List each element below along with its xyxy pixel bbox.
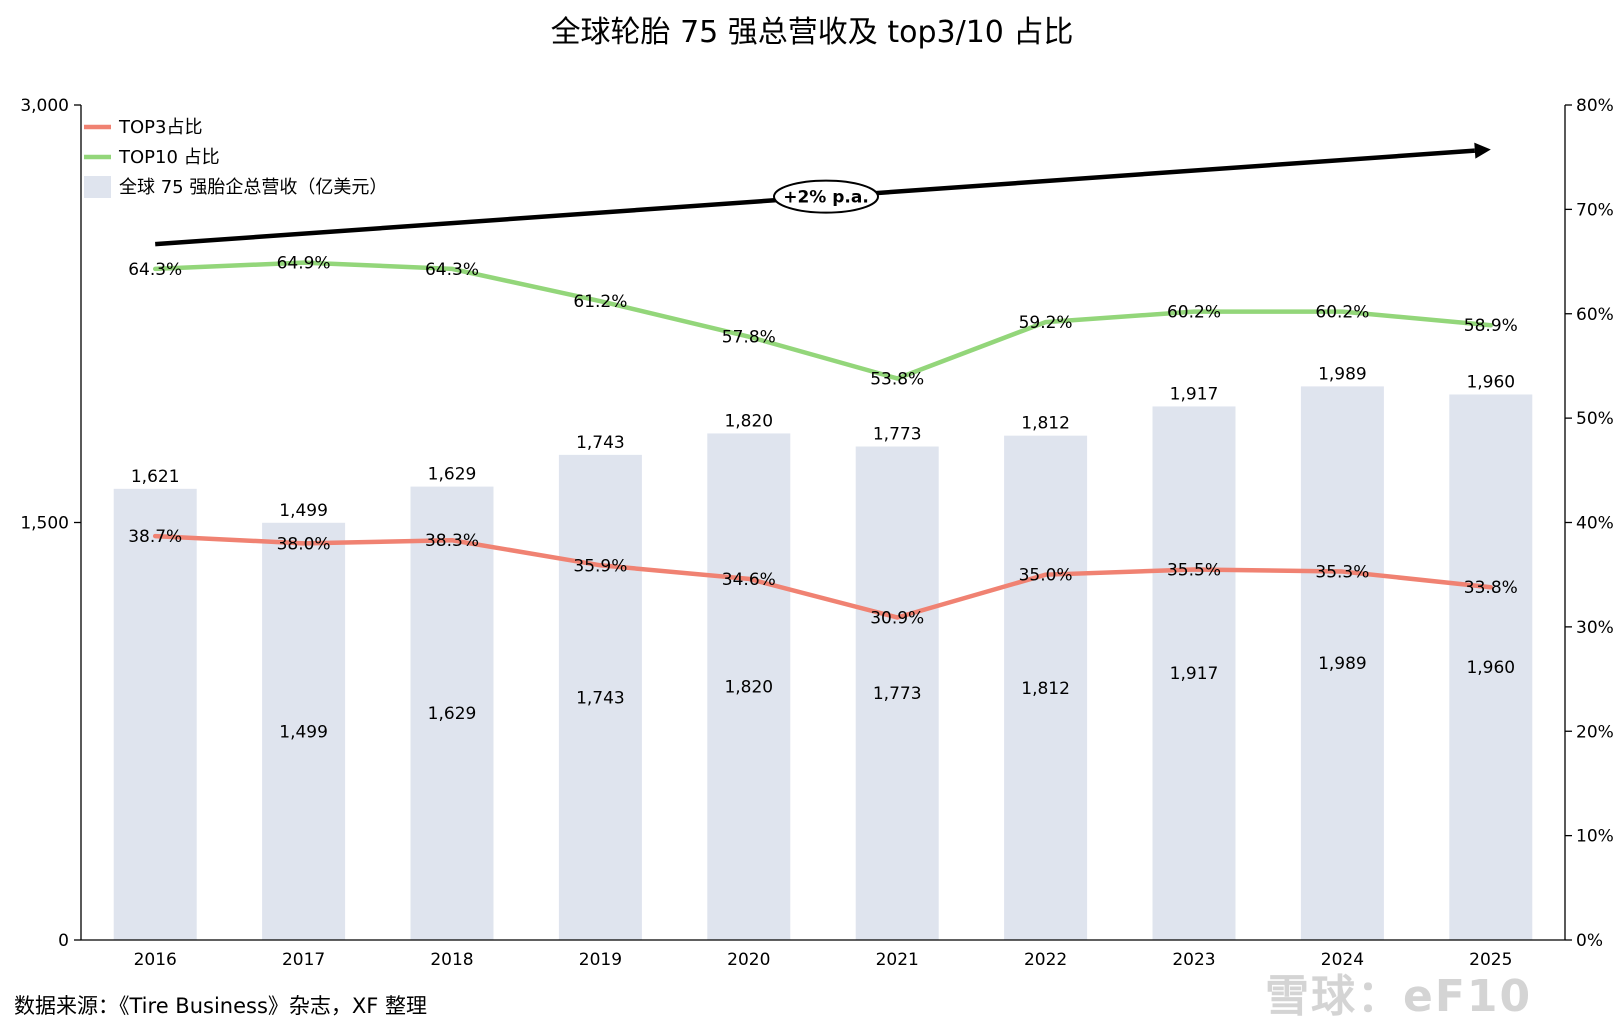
top3-share-label: 33.8%	[1464, 578, 1518, 598]
revenue-bar-inner-label: 1,629	[428, 704, 477, 724]
revenue-bar-label: 1,743	[576, 433, 625, 453]
right-tick-label: 70%	[1576, 200, 1614, 220]
revenue-bar-2017	[262, 522, 346, 940]
top3-share-label: 38.3%	[425, 531, 479, 551]
right-tick-label: 40%	[1576, 514, 1614, 534]
trend-arrow-head	[1474, 142, 1491, 159]
trend-label: +2% p.a.	[783, 188, 869, 208]
x-tick-label: 2023	[1172, 950, 1215, 970]
right-tick-label: 60%	[1576, 305, 1614, 325]
top10-share-label: 64.3%	[128, 260, 182, 280]
top3-share-label: 38.7%	[128, 527, 182, 547]
top3-share-label: 38.0%	[277, 534, 331, 554]
revenue-bar-label: 1,621	[131, 467, 180, 487]
revenue-bar-label: 1,917	[1170, 384, 1219, 404]
legend-revenue-label: 全球 75 强胎企总营收（亿美元）	[119, 177, 387, 198]
revenue-bar-inner-label: 1,989	[1318, 654, 1367, 674]
x-tick-label: 2024	[1321, 950, 1364, 970]
top10-share-label: 60.2%	[1315, 303, 1369, 323]
revenue-bar-label: 1,773	[873, 425, 922, 445]
revenue-bar-inner-label: 1,820	[724, 678, 773, 698]
right-tick-label: 0%	[1576, 931, 1603, 951]
right-tick-label: 50%	[1576, 409, 1614, 429]
revenue-bar-label: 1,629	[428, 465, 477, 485]
revenue-bar-2022	[1004, 435, 1088, 940]
x-tick-label: 2016	[134, 950, 177, 970]
legend-top3-label: TOP3占比	[118, 117, 202, 138]
top3-share-label: 35.9%	[573, 556, 627, 576]
revenue-bar-inner-label: 1,499	[279, 722, 328, 742]
watermark: 雪球：eF10	[1265, 971, 1533, 1022]
source-note: 数据来源：《Tire Business》杂志，XF 整理	[14, 994, 428, 1018]
top3-share-label: 34.6%	[722, 570, 776, 590]
left-tick-label: 3,000	[20, 96, 69, 116]
x-tick-label: 2017	[282, 950, 325, 970]
revenue-bar-label: 1,499	[279, 501, 328, 521]
right-tick-label: 20%	[1576, 722, 1614, 742]
x-tick-label: 2025	[1469, 950, 1512, 970]
revenue-bar-inner-label: 1,960	[1466, 658, 1515, 678]
x-tick-label: 2022	[1024, 950, 1067, 970]
top3-share-label: 35.3%	[1315, 563, 1369, 583]
revenue-bar-label: 1,989	[1318, 364, 1367, 384]
revenue-bar-2020	[707, 433, 791, 940]
revenue-bar-inner-label: 1,917	[1170, 664, 1219, 684]
revenue-bar-inner-label: 1,743	[576, 688, 625, 708]
top3-share-line	[152, 533, 1494, 620]
x-tick-label: 2018	[430, 950, 473, 970]
top10-share-label: 57.8%	[722, 328, 776, 348]
revenue-bar-label: 1,960	[1466, 372, 1515, 392]
revenue-bar-2023	[1152, 406, 1236, 940]
x-tick-label: 2019	[579, 950, 622, 970]
legend-top10-label: TOP10 占比	[118, 147, 220, 168]
revenue-bar-2016	[113, 488, 197, 940]
chart-title: 全球轮胎 75 强总营收及 top3/10 占比	[551, 15, 1074, 50]
revenue-bar-2025	[1449, 394, 1533, 940]
x-tick-label: 2020	[727, 950, 770, 970]
top10-share-label: 53.8%	[870, 369, 924, 389]
top3-share-label: 30.9%	[870, 608, 924, 628]
revenue-bar-label: 1,820	[724, 411, 773, 431]
right-tick-label: 10%	[1576, 827, 1614, 847]
left-tick-label: 0	[58, 931, 69, 951]
right-tick-label: 80%	[1576, 96, 1614, 116]
revenue-bar-2018	[410, 486, 494, 940]
plot-area: 0 1,500 3,000 0% 10% 20% 30% 40% 50% 60% 70% 80% 201…	[20, 96, 1613, 970]
top3-share-label: 35.0%	[1019, 566, 1073, 586]
top3-share-label: 35.5%	[1167, 560, 1221, 580]
revenue-bar-2019	[558, 454, 642, 940]
top10-share-label: 61.2%	[573, 292, 627, 312]
top10-share-label: 60.2%	[1167, 303, 1221, 323]
top10-share-label: 59.2%	[1019, 313, 1073, 333]
top10-share-label: 64.3%	[425, 260, 479, 280]
left-tick-label: 1,500	[20, 514, 69, 534]
revenue-bar-2021	[855, 446, 939, 940]
revenue-bar-label: 1,812	[1021, 414, 1070, 434]
trend-label-bubble	[773, 179, 879, 214]
right-tick-label: 30%	[1576, 618, 1614, 638]
revenue-bar-2024	[1300, 386, 1384, 940]
legend-revenue-swatch	[84, 176, 111, 198]
revenue-bar-inner-label: 1,812	[1021, 679, 1070, 699]
top10-share-label: 58.9%	[1464, 316, 1518, 336]
x-tick-label: 2021	[876, 950, 919, 970]
revenue-bar-inner-label: 1,773	[873, 684, 922, 704]
top10-share-label: 64.9%	[277, 254, 331, 274]
top10-share-line	[152, 260, 1494, 381]
